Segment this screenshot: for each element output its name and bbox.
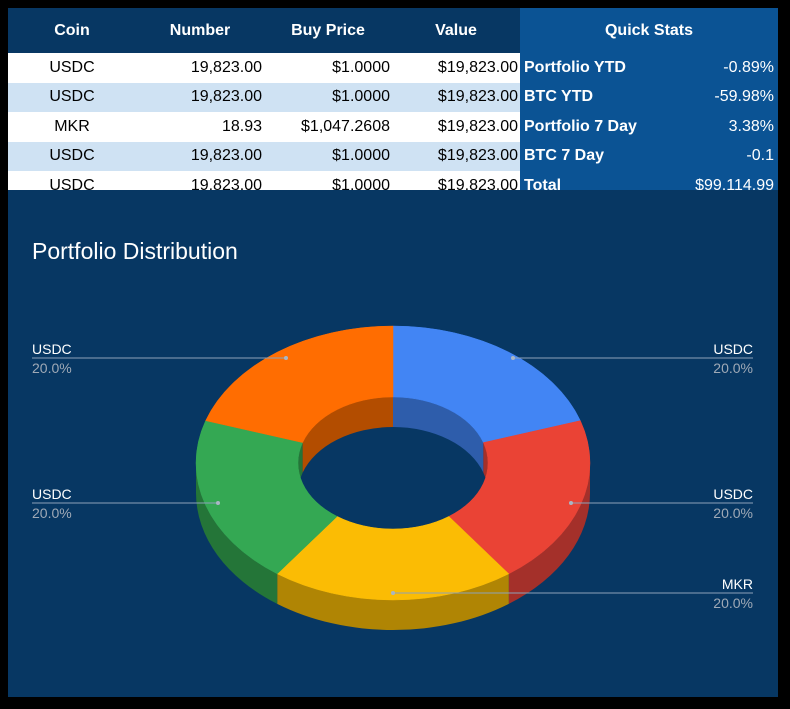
stat-label-portfolio-ytd: Portfolio YTD (524, 58, 626, 76)
table-row: MKR 18.93 $1,047.2608 $19,823.00 (8, 112, 520, 142)
stat-label-total: Total (524, 176, 562, 194)
quick-stats-title: Quick Stats (604, 21, 694, 39)
stat-value-btc-ytd: -59.98% (714, 88, 774, 106)
number-cell: 19,823.00 (136, 141, 264, 171)
slice-label-4-percent: 20.0% (32, 505, 72, 521)
portfolio-distribution-chart: USDC 20.0% USDC 20.0% MKR 20.0% USDC 20.0% USDC 2… (8, 190, 778, 697)
column-header-value: Value (392, 8, 520, 53)
slice-label-3-name: MKR (722, 576, 753, 592)
slice-label-2-leader-dot (569, 501, 573, 505)
stat-row: Portfolio 7 Day 3.38% (520, 112, 778, 142)
coin-cell: MKR (8, 112, 136, 142)
stat-row: BTC 7 Day -0.1 (520, 142, 778, 172)
donut-side-wall-4 (195, 463, 278, 604)
holdings-table: Coin Number Buy Price Value USDC 19,823.… (8, 8, 520, 201)
slice-label-5-name: USDC (32, 341, 72, 357)
donut-side-wall-2 (508, 463, 590, 604)
table-row: USDC 19,823.00 $1.0000 $19,823.00 (8, 141, 520, 171)
donut-slice-1-usdc (392, 325, 581, 443)
table-row: USDC 19,823.00 $1.0000 $19,823.00 (8, 82, 520, 112)
column-header-coin: Coin (8, 8, 136, 53)
column-header-number: Number (136, 8, 264, 53)
donut-slice-3-mkr (276, 516, 510, 601)
slice-label-1-name: USDC (713, 341, 753, 357)
donut-slice-2-usdc (448, 420, 591, 575)
slice-label-1-leader-dot (511, 356, 515, 360)
quick-stats-panel: Quick Stats Portfolio YTD -0.89% BTC YTD… (520, 8, 778, 201)
number-cell: 19,823.00 (136, 82, 264, 112)
slice-label-5-leader-dot (284, 356, 288, 360)
buy-price-cell: $1.0000 (264, 141, 392, 171)
stat-label-btc-ytd: BTC YTD (524, 88, 594, 106)
stat-label-btc-7-day: BTC 7 Day (524, 147, 605, 165)
stat-label-portfolio-7-day: Portfolio 7 Day (524, 117, 637, 135)
table-row: USDC 19,823.00 $1.0000 $19,823.00 (8, 53, 520, 83)
donut-inner-wall-1 (393, 397, 484, 473)
slice-label-4-name: USDC (32, 486, 72, 502)
donut-chart-svg: USDC 20.0% USDC 20.0% MKR 20.0% USDC 20.0% USDC 2… (32, 325, 753, 631)
stat-row: Portfolio YTD -0.89% (520, 53, 778, 83)
value-cell: $19,823.00 (392, 112, 520, 142)
slice-label-4-leader-dot (216, 501, 220, 505)
slice-label-2-percent: 20.0% (713, 505, 753, 521)
coin-cell: USDC (8, 82, 136, 112)
donut-side-wall-3 (277, 573, 509, 631)
stat-value-total: $99,114.99 (695, 176, 774, 194)
stat-value-btc-7-day: -0.1 (746, 147, 774, 165)
number-cell: 19,823.00 (136, 53, 264, 83)
slice-label-3-leader-dot (391, 591, 395, 595)
stat-row: BTC YTD -59.98% (520, 83, 778, 113)
column-header-buy-price: Buy Price (264, 8, 392, 53)
stat-value-portfolio-ytd: -0.89% (723, 58, 774, 76)
stat-row: Total $99,114.99 (520, 171, 778, 201)
slice-label-1-percent: 20.0% (713, 360, 753, 376)
slice-label-5-percent: 20.0% (32, 360, 72, 376)
donut-inner-wall-5 (302, 397, 393, 473)
holdings-header-row: Coin Number Buy Price Value (8, 8, 520, 53)
value-cell: $19,823.00 (392, 53, 520, 83)
stat-value-portfolio-7-day: 3.38% (728, 117, 774, 135)
donut-slice-5-usdc (205, 325, 394, 443)
value-cell: $19,823.00 (392, 82, 520, 112)
coin-cell: USDC (8, 53, 136, 83)
slice-label-3-percent: 20.0% (713, 595, 753, 611)
buy-price-cell: $1.0000 (264, 82, 392, 112)
buy-price-cell: $1,047.2608 (264, 112, 392, 142)
number-cell: 18.93 (136, 112, 264, 142)
buy-price-cell: $1.0000 (264, 53, 392, 83)
slice-label-2-name: USDC (713, 486, 753, 502)
value-cell: $19,823.00 (392, 141, 520, 171)
chart-title: Portfolio Distribution (32, 238, 238, 264)
coin-cell: USDC (8, 141, 136, 171)
donut-slice-4-usdc (195, 420, 338, 575)
